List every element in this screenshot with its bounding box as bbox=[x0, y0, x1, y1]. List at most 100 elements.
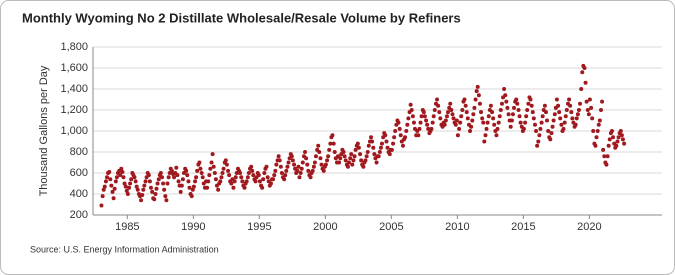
data-point bbox=[282, 177, 287, 182]
data-point bbox=[535, 143, 540, 148]
data-point bbox=[561, 126, 566, 131]
data-point bbox=[482, 139, 487, 144]
data-point bbox=[260, 185, 265, 190]
data-point bbox=[559, 122, 564, 127]
data-point bbox=[219, 175, 224, 180]
data-point bbox=[310, 168, 315, 173]
data-point bbox=[290, 158, 295, 163]
data-point bbox=[484, 126, 489, 131]
data-point bbox=[164, 198, 169, 203]
data-point bbox=[537, 133, 542, 138]
data-point bbox=[191, 184, 196, 189]
data-point bbox=[504, 99, 509, 104]
data-point bbox=[465, 116, 470, 121]
data-point bbox=[477, 101, 482, 106]
data-point bbox=[210, 152, 215, 157]
data-point bbox=[366, 143, 371, 148]
data-point bbox=[391, 141, 396, 146]
data-point bbox=[385, 145, 390, 150]
data-point bbox=[528, 97, 533, 102]
data-point bbox=[556, 103, 561, 108]
data-point bbox=[318, 156, 323, 161]
data-point bbox=[245, 175, 250, 180]
data-point bbox=[422, 114, 427, 119]
data-point bbox=[262, 171, 267, 175]
data-point bbox=[297, 175, 302, 180]
data-point bbox=[209, 160, 214, 165]
data-point bbox=[352, 154, 357, 159]
data-point bbox=[104, 175, 109, 180]
data-point bbox=[289, 154, 294, 159]
data-point bbox=[127, 185, 132, 190]
data-point bbox=[312, 160, 317, 165]
data-point bbox=[607, 137, 612, 142]
data-point bbox=[545, 118, 550, 123]
data-point bbox=[604, 162, 609, 167]
data-point bbox=[101, 187, 106, 192]
data-point bbox=[184, 168, 189, 173]
data-point bbox=[129, 177, 134, 182]
data-point bbox=[540, 114, 545, 119]
data-point bbox=[517, 114, 522, 119]
data-point bbox=[189, 194, 194, 199]
data-point bbox=[514, 97, 519, 102]
data-point bbox=[379, 141, 384, 146]
data-point bbox=[349, 152, 354, 157]
data-point bbox=[342, 154, 347, 159]
data-point bbox=[488, 103, 493, 108]
data-point bbox=[135, 187, 140, 192]
data-point bbox=[178, 189, 183, 194]
data-point bbox=[185, 173, 190, 178]
data-point bbox=[227, 173, 232, 178]
data-point bbox=[554, 97, 559, 102]
data-point bbox=[615, 139, 620, 144]
data-point bbox=[464, 110, 469, 115]
data-point bbox=[195, 168, 200, 173]
data-point bbox=[207, 173, 212, 178]
data-point bbox=[134, 184, 139, 189]
data-point bbox=[348, 156, 353, 161]
data-point bbox=[205, 185, 210, 190]
data-point bbox=[353, 147, 358, 152]
data-point bbox=[421, 110, 426, 115]
data-point bbox=[582, 66, 587, 70]
data-point bbox=[194, 175, 199, 180]
data-point bbox=[443, 118, 448, 123]
x-tick-label: 2020 bbox=[577, 221, 601, 233]
data-point bbox=[338, 156, 343, 161]
data-point bbox=[531, 116, 536, 121]
data-point bbox=[523, 120, 528, 125]
data-point bbox=[473, 97, 478, 102]
data-point bbox=[123, 184, 128, 189]
data-point bbox=[532, 122, 537, 127]
data-point bbox=[150, 189, 155, 194]
data-point bbox=[103, 179, 108, 184]
data-point bbox=[158, 171, 163, 175]
data-point bbox=[107, 169, 112, 174]
data-point bbox=[285, 164, 290, 169]
data-point bbox=[557, 110, 562, 115]
data-point bbox=[223, 158, 228, 163]
data-point bbox=[279, 171, 284, 175]
data-point bbox=[463, 103, 468, 108]
data-point bbox=[119, 166, 124, 171]
data-point bbox=[139, 198, 144, 203]
data-point bbox=[378, 145, 383, 150]
data-point bbox=[516, 108, 521, 112]
data-point bbox=[506, 112, 511, 117]
data-point bbox=[156, 177, 161, 182]
data-point bbox=[595, 129, 600, 133]
data-point bbox=[393, 129, 398, 133]
y-axis-label: Thousand Gallons per Day bbox=[38, 65, 50, 196]
data-point bbox=[313, 154, 318, 159]
data-point bbox=[296, 164, 301, 169]
y-tick-label: 1,600 bbox=[60, 62, 88, 74]
data-point bbox=[125, 192, 130, 196]
data-point bbox=[371, 145, 376, 150]
data-point bbox=[350, 162, 355, 167]
data-point bbox=[450, 112, 455, 117]
data-point bbox=[200, 175, 205, 180]
data-point bbox=[364, 154, 369, 159]
data-point bbox=[361, 164, 366, 169]
